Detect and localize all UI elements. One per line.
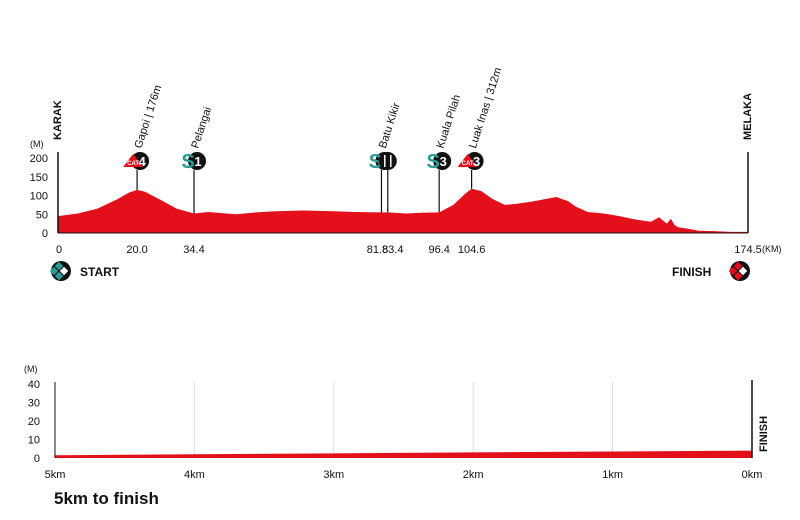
y-tick-label: 50 [36, 209, 48, 221]
x-tick-label: 104.6 [458, 244, 486, 256]
x-tick-label: 20.0 [126, 244, 147, 256]
climb-category-label: CAT [462, 161, 474, 167]
y-tick-label: 30 [28, 398, 40, 410]
x-unit-label: (KM) [762, 244, 782, 254]
finish-label: FINISH [672, 265, 711, 279]
route-marker: S 1 Pelangai [181, 105, 214, 214]
elevation-area [58, 188, 748, 233]
marker-label: Gapoi | 176m [133, 84, 165, 150]
x-tick-label: 4km [184, 469, 205, 481]
sprint-badge-icon [433, 152, 452, 170]
marker-label: Pelangai [189, 105, 214, 149]
finish-marker: FINISH [672, 261, 750, 281]
climb-category-number: 3 [473, 154, 480, 169]
sprint-letter: S [369, 151, 382, 173]
y-tick-label: 0 [42, 228, 48, 240]
elevation-area-final [55, 450, 752, 458]
grid-lines-final [54, 382, 753, 458]
x-tick-label: 174.5 [734, 244, 762, 256]
y-axis-ticks: 0 50 100 150 200 [30, 153, 48, 240]
route-marker: CAT 4 Gapoi | 176m [123, 84, 164, 190]
y-tick-label: 40 [28, 379, 40, 391]
y-tick-label: 10 [28, 435, 40, 447]
x-tick-label: 83.4 [382, 244, 403, 256]
sprint-number: 1 [194, 154, 201, 169]
finish-line-label: FINISH [758, 416, 770, 452]
x-tick-label: 96.4 [428, 244, 449, 256]
route-marker [378, 152, 397, 213]
x-tick-label: 81.8 [367, 244, 388, 256]
route-marker: S 3 Kuala Pilah [427, 93, 464, 213]
x-axis-ticks-final: 5km 4km 3km 2km 1km 0km [45, 469, 763, 481]
x-tick-label: 5km [45, 469, 66, 481]
route-marker: CAT 3 Luak Inas | 312m [457, 66, 504, 189]
start-place-label: KARAK [52, 100, 64, 140]
y-tick-label: 20 [28, 416, 40, 428]
chart-caption: 5km to finish [54, 489, 159, 508]
x-tick-label: 0 [56, 244, 62, 256]
climb-category-number: 4 [138, 154, 146, 169]
y-tick-label: 0 [34, 453, 40, 465]
x-axis-ticks: 0 20.0 34.4 81.883.4 96.4 104.6 174.5 [56, 244, 762, 256]
marker-label: Kuala Pilah [435, 93, 464, 150]
x-tick-label: 0km [742, 469, 763, 481]
mountain-icon [123, 154, 144, 167]
y-tick-label: 100 [30, 191, 48, 203]
x-tick-label: 34.4 [183, 244, 204, 256]
y-axis-ticks-final: 0 10 20 30 40 [28, 379, 40, 465]
climb-category-label: CAT [127, 161, 139, 167]
y-tick-label: 150 [30, 172, 48, 184]
start-label: START [80, 265, 120, 279]
x-tick-label: 2km [463, 469, 484, 481]
mountain-icon [457, 154, 478, 167]
start-flag-icon [49, 261, 71, 281]
x-tick-label: 1km [602, 469, 623, 481]
sprint-letter: S [181, 151, 194, 173]
marker-label: Luak Inas | 312m [467, 66, 504, 150]
sprint-number: 3 [440, 154, 447, 169]
y-unit-label: (M) [30, 139, 44, 149]
y-unit-label-final: (M) [24, 364, 38, 374]
finish-place-label: MELAKA [742, 93, 754, 140]
feed-zone-icon [378, 152, 397, 170]
finish-flag-icon [728, 261, 750, 281]
marker-label: Batu Kikir [377, 101, 403, 150]
sprint-letter: S [427, 151, 440, 173]
x-tick-label: 3km [323, 469, 344, 481]
sprint-badge-icon [188, 152, 207, 170]
start-marker: START [49, 261, 120, 281]
y-tick-label: 200 [30, 153, 48, 165]
